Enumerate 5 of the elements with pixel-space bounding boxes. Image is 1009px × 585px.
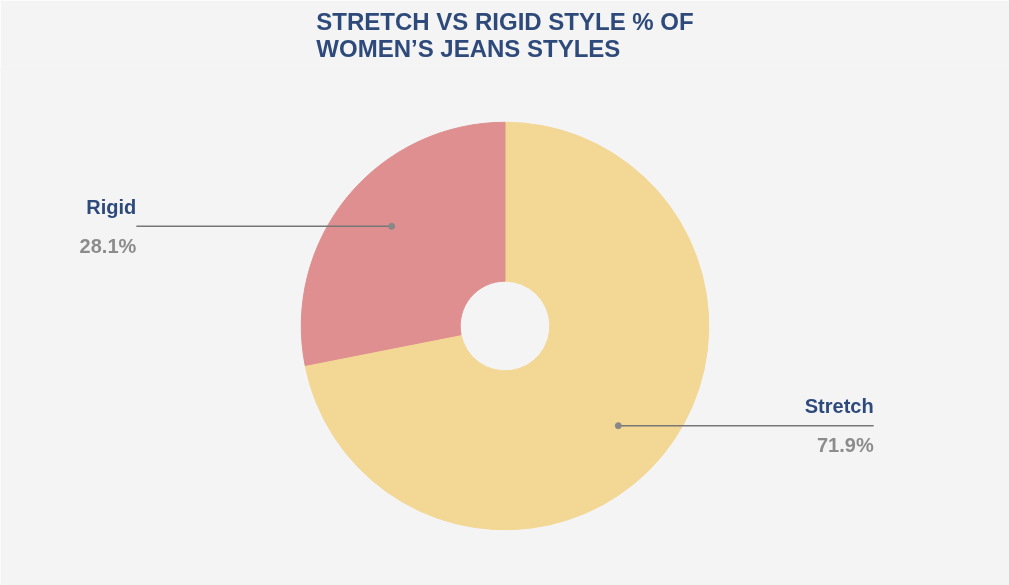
- data-label: 71.9%: [816, 433, 874, 456]
- slice-label: Stretch: [804, 395, 874, 418]
- chart-title: STRETCH VS RIGID STYLE % OF WOMEN’S JEANS STYLES: [316, 7, 694, 62]
- data-label: 28.1%: [79, 234, 137, 257]
- slice-label: Rigid: [86, 196, 137, 219]
